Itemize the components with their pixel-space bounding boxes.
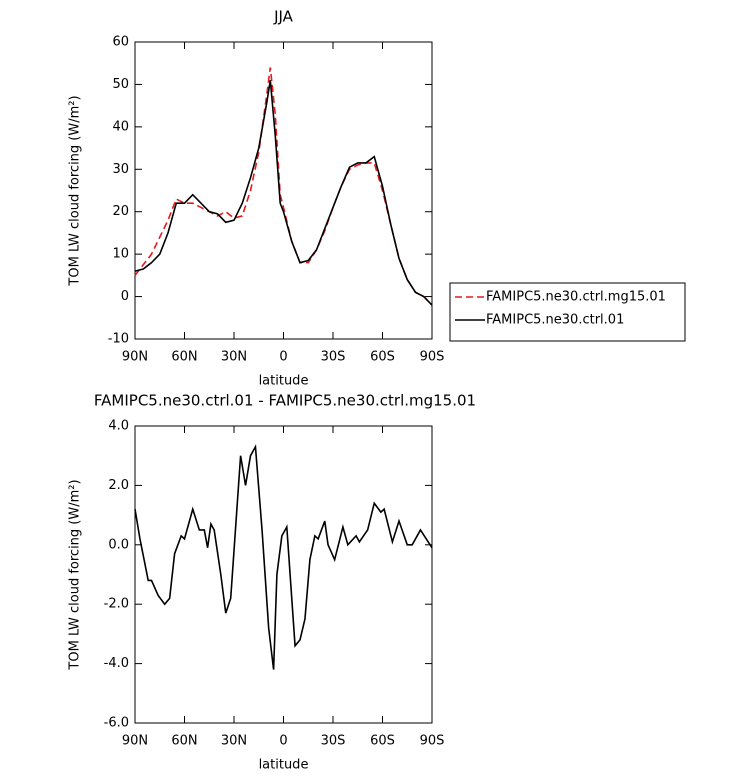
data-line <box>134 444 433 670</box>
x-tick-label: 90N <box>122 350 148 365</box>
plot-frame <box>134 41 433 340</box>
y-axis-label: TOM LW cloud forcing (W/m²) <box>68 95 83 286</box>
x-tick-label: 60N <box>171 734 197 749</box>
x-tick-label: 30N <box>221 734 247 749</box>
y-tick-label: 50 <box>112 77 129 92</box>
y-tick-label: 0.0 <box>108 537 129 552</box>
x-tick-label: 60N <box>171 350 197 365</box>
x-axis-label: latitude <box>259 758 309 773</box>
y-tick-label: 0 <box>121 289 129 304</box>
x-axis-label: latitude <box>259 374 309 389</box>
x-tick-label: 90S <box>420 350 445 365</box>
x-tick-label: 90N <box>122 734 148 749</box>
y-tick-label: 60 <box>112 35 129 50</box>
y-tick-label: 20 <box>112 204 129 219</box>
y-tick-label: 4.0 <box>108 419 129 434</box>
x-tick-label: 30S <box>321 734 346 749</box>
x-tick-label: 30S <box>321 350 346 365</box>
x-tick-label: 30N <box>221 350 247 365</box>
x-tick-label: 90S <box>420 734 445 749</box>
y-tick-label: -4.0 <box>104 656 129 671</box>
data-line <box>134 67 433 306</box>
chart-title: FAMIPC5.ne30.ctrl.01 - FAMIPC5.ne30.ctrl… <box>94 392 476 410</box>
y-tick-label: 40 <box>112 119 129 134</box>
y-axis-label: TOM LW cloud forcing (W/m²) <box>68 479 83 670</box>
legend-label: FAMIPC5.ne30.ctrl.01 <box>486 313 624 328</box>
x-tick-label: 60S <box>370 734 395 749</box>
data-line <box>134 80 433 306</box>
chart-title: JJA <box>273 8 294 26</box>
legend-label: FAMIPC5.ne30.ctrl.mg15.01 <box>486 290 666 305</box>
y-tick-label: 30 <box>112 162 129 177</box>
y-tick-label: 10 <box>112 247 129 262</box>
y-tick-label: -6.0 <box>104 716 129 731</box>
y-tick-label: -2.0 <box>104 597 129 612</box>
y-tick-label: 2.0 <box>108 478 129 493</box>
x-tick-label: 0 <box>279 350 287 365</box>
y-tick-label: -10 <box>108 332 129 347</box>
legend-box <box>449 282 686 342</box>
x-tick-label: 0 <box>279 734 287 749</box>
plot-frame <box>134 425 433 724</box>
x-tick-label: 60S <box>370 350 395 365</box>
